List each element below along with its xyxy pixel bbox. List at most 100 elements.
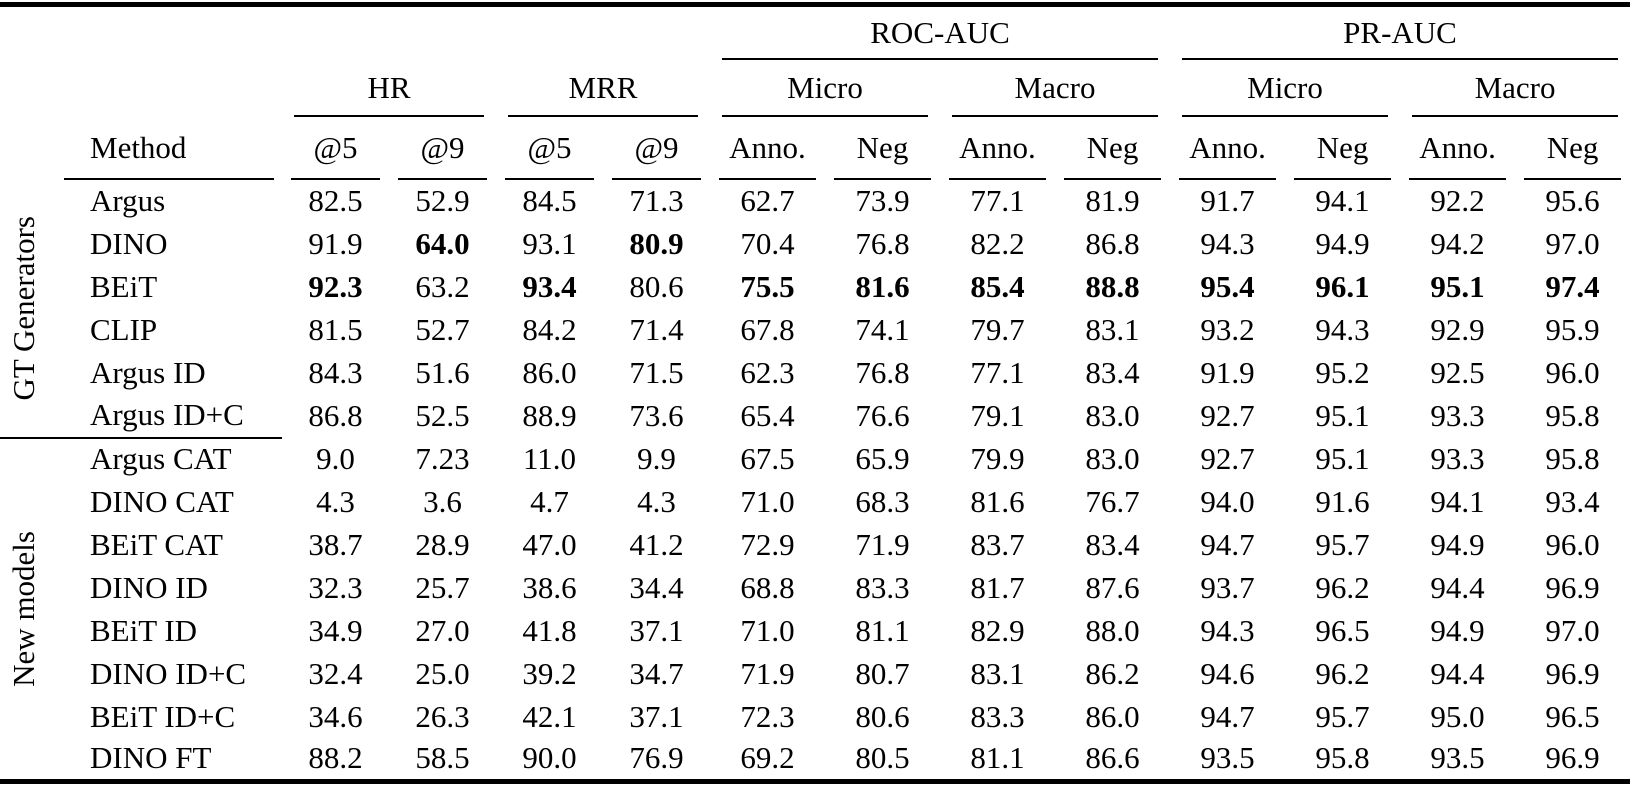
value-cell: 76.6 [855,397,910,433]
value-cell: 93.3 [1430,397,1485,433]
table-row: BEiT ID 34.9 27.0 41.8 37.1 71.0 81.1 82.9 88.0 9… [0,610,1630,653]
value-cell: 95.7 [1315,526,1370,562]
header-row-auc: ROC-AUC PR-AUC [0,5,1630,60]
value-cell: 95.0 [1430,698,1485,734]
value-cell: 94.0 [1200,483,1255,519]
value-cell: 94.4 [1430,655,1485,691]
value-cell: 86.8 [1085,225,1140,261]
value-cell: 87.6 [1085,569,1140,605]
value-cell: 95.2 [1315,354,1370,390]
value-cell: 93.7 [1200,569,1255,605]
header-row-metrics: HR MRR Micro Macro Micro Macro [0,60,1630,117]
value-cell: 80.6 [629,268,684,304]
table-row: BEiT ID+C 34.6 26.3 42.1 37.1 72.3 80.6 83.3 86.… [0,696,1630,739]
value-cell: 83.7 [970,526,1025,562]
value-cell: 92.2 [1430,182,1485,218]
value-cell: 91.9 [1200,354,1255,390]
value-cell: 96.1 [1315,268,1370,304]
value-cell: 85.4 [970,268,1025,304]
method-cell: BEiT ID+C [90,698,236,734]
value-cell: 95.6 [1545,182,1600,218]
value-cell: 95.8 [1315,740,1370,776]
header-row-columns: Method @5 @9 @5 @9 Anno. Neg Anno. Neg A… [0,117,1630,180]
value-cell: 52.5 [415,397,470,433]
value-cell: 72.3 [740,698,795,734]
value-cell: 94.1 [1430,483,1485,519]
value-cell: 7.23 [415,440,470,476]
method-cell: Argus ID+C [90,397,244,433]
header-roc-auc: ROC-AUC [710,5,1170,60]
header-spacer [0,60,282,117]
value-cell: 80.7 [855,655,910,691]
value-cell: 27.0 [415,612,470,648]
value-cell: 94.2 [1430,225,1485,261]
header-roc-macro-neg: Neg [1055,117,1170,180]
value-cell: 95.9 [1545,311,1600,347]
value-cell: 81.7 [970,569,1025,605]
value-cell: 94.7 [1200,526,1255,562]
value-cell: 34.9 [308,612,363,648]
value-cell: 9.9 [637,440,676,476]
value-cell: 38.6 [522,569,577,605]
value-cell: 52.7 [415,311,470,347]
table-body: GT Generators Argus 82.5 52.9 84.5 71.3 62.7 73… [0,180,1630,782]
value-cell: 93.2 [1200,311,1255,347]
header-hr-at9: @9 [389,117,496,180]
value-cell: 65.9 [855,440,910,476]
value-cell: 81.6 [855,268,910,304]
method-cell: BEiT CAT [90,526,223,562]
value-cell: 25.7 [415,569,470,605]
method-cell: BEiT [90,268,158,304]
value-cell: 92.3 [308,268,363,304]
value-cell: 71.9 [740,655,795,691]
value-cell: 86.2 [1085,655,1140,691]
table-row: BEiT CAT 38.7 28.9 47.0 41.2 72.9 71.9 83.7 83.4… [0,524,1630,567]
value-cell: 95.8 [1545,440,1600,476]
table-row: BEiT 92.3 63.2 93.4 80.6 75.5 81.6 85.4 88.8 95.4… [0,266,1630,309]
value-cell: 93.1 [522,225,577,261]
header-hr-at5: @5 [282,117,389,180]
value-cell: 96.9 [1545,655,1600,691]
value-cell: 95.1 [1315,397,1370,433]
method-cell: DINO ID+C [90,655,247,691]
value-cell: 91.6 [1315,483,1370,519]
value-cell: 82.2 [970,225,1025,261]
value-cell: 63.2 [415,268,470,304]
value-cell: 91.9 [308,225,363,261]
value-cell: 71.0 [740,612,795,648]
value-cell: 77.1 [970,354,1025,390]
value-cell: 93.4 [1545,483,1600,519]
header-mrr: MRR [496,60,710,117]
header-method: Method [46,117,282,180]
value-cell: 93.5 [1430,740,1485,776]
value-cell: 65.4 [740,397,795,433]
row-group-label: GT Generators [0,180,46,438]
value-cell: 76.9 [629,740,684,776]
value-cell: 4.7 [530,483,569,519]
value-cell: 4.3 [316,483,355,519]
value-cell: 72.9 [740,526,795,562]
value-cell: 81.1 [970,740,1025,776]
value-cell: 76.7 [1085,483,1140,519]
value-cell: 91.7 [1200,182,1255,218]
value-cell: 81.5 [308,311,363,347]
value-cell: 32.4 [308,655,363,691]
method-cell: DINO FT [90,740,212,776]
value-cell: 68.3 [855,483,910,519]
value-cell: 90.0 [522,740,577,776]
value-cell: 86.8 [308,397,363,433]
value-cell: 71.5 [629,354,684,390]
value-cell: 77.1 [970,182,1025,218]
table-row: GT Generators Argus 82.5 52.9 84.5 71.3 62.7 73… [0,180,1630,400]
value-cell: 62.3 [740,354,795,390]
table-header: ROC-AUC PR-AUC HR MRR Micro Macro Micro … [0,5,1630,180]
method-cell: Argus CAT [46,436,282,481]
table-row: Argus ID 84.3 51.6 86.0 71.5 62.3 76.8 77.1 83.4… [0,352,1630,395]
value-cell: 52.9 [415,182,470,218]
value-cell: 86.0 [522,354,577,390]
value-cell: 67.5 [740,440,795,476]
method-cell: BEiT ID [90,612,198,648]
value-cell: 96.2 [1315,655,1370,691]
value-cell: 96.9 [1545,569,1600,605]
